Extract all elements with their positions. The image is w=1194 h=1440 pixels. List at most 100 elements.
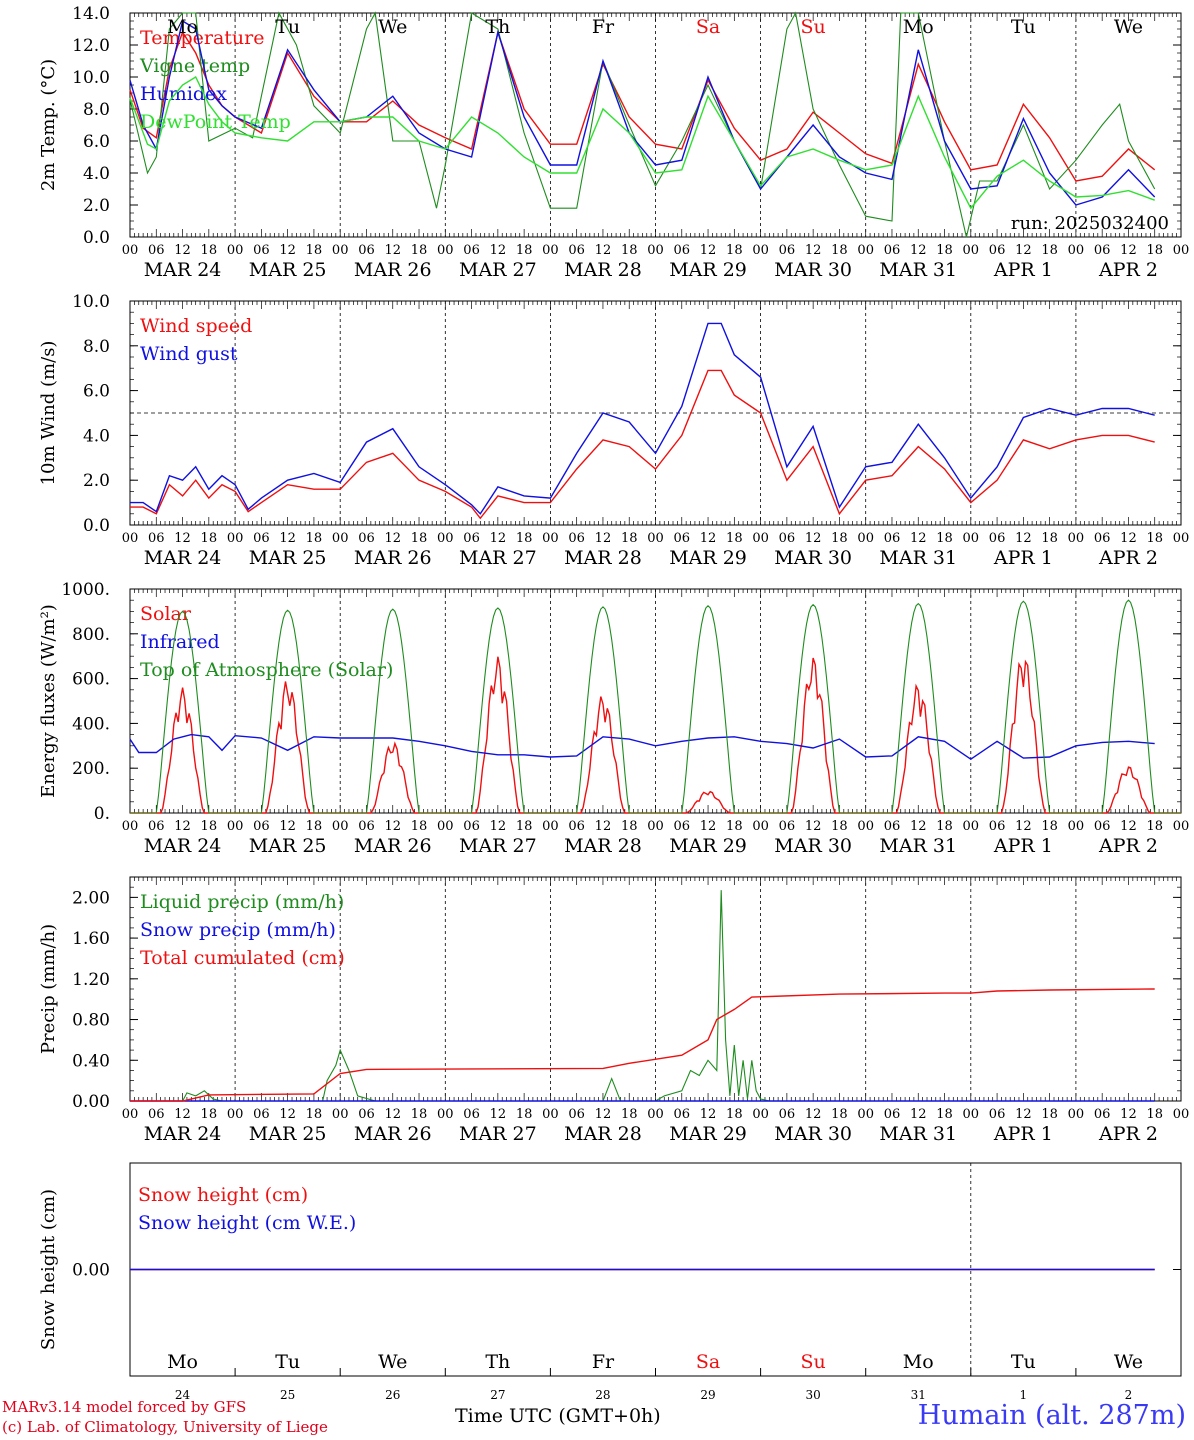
hour-tick-label: 12 <box>490 1107 507 1122</box>
hour-tick-label: 12 <box>174 531 191 546</box>
y-tick-label: 400. <box>72 714 110 734</box>
hour-tick-label: 06 <box>1094 1107 1111 1122</box>
date-label: MAR 25 <box>249 547 327 569</box>
day-name: Tu <box>275 16 300 38</box>
day-name: Tu <box>275 1351 300 1373</box>
y-tick-label: 10.0 <box>72 292 110 312</box>
date-label: MAR 27 <box>459 547 537 569</box>
y-tick-label: 4.0 <box>83 426 110 446</box>
hour-tick-label: 18 <box>621 819 638 834</box>
hour-tick-label: 00 <box>1068 243 1085 258</box>
hour-tick-label: 18 <box>936 819 953 834</box>
hour-tick-label: 18 <box>1146 531 1163 546</box>
hour-tick-label: 12 <box>595 243 612 258</box>
hour-tick-label: 12 <box>174 243 191 258</box>
date-label: APR 1 <box>993 259 1053 281</box>
hour-tick-label: 06 <box>358 819 375 834</box>
hour-tick-label: 18 <box>936 1107 953 1122</box>
hour-tick-label: 00 <box>963 243 980 258</box>
day-name: Tu <box>1011 16 1036 38</box>
date-label: APR 1 <box>993 835 1053 857</box>
lab-credit: (c) Lab. of Climatology, University of L… <box>2 1418 328 1436</box>
hour-tick-label: 00 <box>227 819 244 834</box>
day-number: 30 <box>806 1388 821 1402</box>
hour-tick-label: 06 <box>989 531 1006 546</box>
station-name: Humain (alt. 287m) <box>917 1400 1186 1431</box>
hour-tick-label: 06 <box>463 1107 480 1122</box>
date-label: MAR 24 <box>144 1123 222 1145</box>
hour-tick-label: 00 <box>857 243 874 258</box>
hour-tick-label: 18 <box>621 243 638 258</box>
hour-tick-label: 06 <box>779 243 796 258</box>
hour-tick-label: 00 <box>227 531 244 546</box>
date-label: MAR 26 <box>354 547 432 569</box>
y-tick-label: 0.40 <box>72 1051 110 1071</box>
hour-tick-label: 00 <box>332 1107 349 1122</box>
date-label: MAR 28 <box>564 835 642 857</box>
day-name: Th <box>485 1351 510 1373</box>
hour-tick-label: 12 <box>595 1107 612 1122</box>
run-annotation: run: 2025032400 <box>1011 213 1169 234</box>
hour-tick-label: 00 <box>332 531 349 546</box>
series-line-humidex <box>129 19 1156 206</box>
date-label: MAR 25 <box>249 835 327 857</box>
date-label: MAR 30 <box>774 547 852 569</box>
hour-tick-label: 00 <box>857 1107 874 1122</box>
hour-tick-label: 12 <box>384 531 401 546</box>
hour-tick-label: 00 <box>542 819 559 834</box>
hour-tick-label: 06 <box>253 531 270 546</box>
legend-entry: Vigne temp <box>139 55 250 77</box>
hour-tick-label: 06 <box>989 819 1006 834</box>
day-name: We <box>1114 1351 1143 1373</box>
hour-tick-label: 18 <box>411 819 428 834</box>
hour-tick-label: 00 <box>122 819 139 834</box>
hour-tick-label: 06 <box>148 819 165 834</box>
y-tick-label: 0. <box>94 804 110 824</box>
hour-tick-label: 12 <box>700 819 717 834</box>
legend-entry: Snow height (cm) <box>138 1184 308 1206</box>
date-label: MAR 27 <box>459 835 537 857</box>
y-tick-label: 0.80 <box>72 1011 110 1031</box>
hour-tick-label: 00 <box>647 243 664 258</box>
y-tick-label: 600. <box>72 670 110 690</box>
hour-tick-label: 00 <box>122 531 139 546</box>
hour-tick-label: 18 <box>306 243 323 258</box>
hour-tick-label: 18 <box>201 819 218 834</box>
y-tick-label: 2.00 <box>72 888 110 908</box>
hour-tick-label: 12 <box>1015 531 1032 546</box>
hour-tick-label: 18 <box>201 531 218 546</box>
hour-tick-label: 00 <box>122 1107 139 1122</box>
y-tick-label: 10.0 <box>72 68 110 88</box>
date-label: MAR 29 <box>669 547 747 569</box>
y-tick-label: 1000. <box>61 580 110 600</box>
y-tick-label: 0.00 <box>72 1261 110 1281</box>
hour-tick-label: 00 <box>437 531 454 546</box>
hour-tick-label: 12 <box>279 819 296 834</box>
y-axis-label: 10m Wind (m/s) <box>38 341 59 486</box>
day-number: 1 <box>1020 1388 1028 1402</box>
panel-frame-2 <box>129 588 1182 814</box>
hour-tick-label: 00 <box>542 243 559 258</box>
hour-tick-label: 00 <box>647 531 664 546</box>
hour-tick-label: 12 <box>490 819 507 834</box>
y-tick-label: 2.0 <box>83 471 110 491</box>
hour-tick-label: 18 <box>1041 531 1058 546</box>
day-name: We <box>1114 16 1143 38</box>
hour-tick-label: 18 <box>726 819 743 834</box>
model-credit: MARv3.14 model forced by GFS <box>2 1398 247 1416</box>
hour-tick-label: 06 <box>884 1107 901 1122</box>
day-name: Fr <box>592 1351 615 1373</box>
hour-tick-label: 18 <box>621 531 638 546</box>
hour-tick-label: 06 <box>779 819 796 834</box>
hour-tick-label: 12 <box>384 1107 401 1122</box>
date-label: MAR 24 <box>144 259 222 281</box>
hour-tick-label: 06 <box>358 531 375 546</box>
date-label: MAR 26 <box>354 1123 432 1145</box>
series-line-top-of-atmosphere-solar- <box>130 599 1181 814</box>
legend-entry: Solar <box>140 603 192 625</box>
hour-tick-label: 00 <box>1068 819 1085 834</box>
y-tick-label: 0.0 <box>83 516 110 536</box>
hour-tick-label: 06 <box>674 243 691 258</box>
y-axis-label: Precip (mm/h) <box>38 924 59 1054</box>
hour-tick-label: 12 <box>279 1107 296 1122</box>
